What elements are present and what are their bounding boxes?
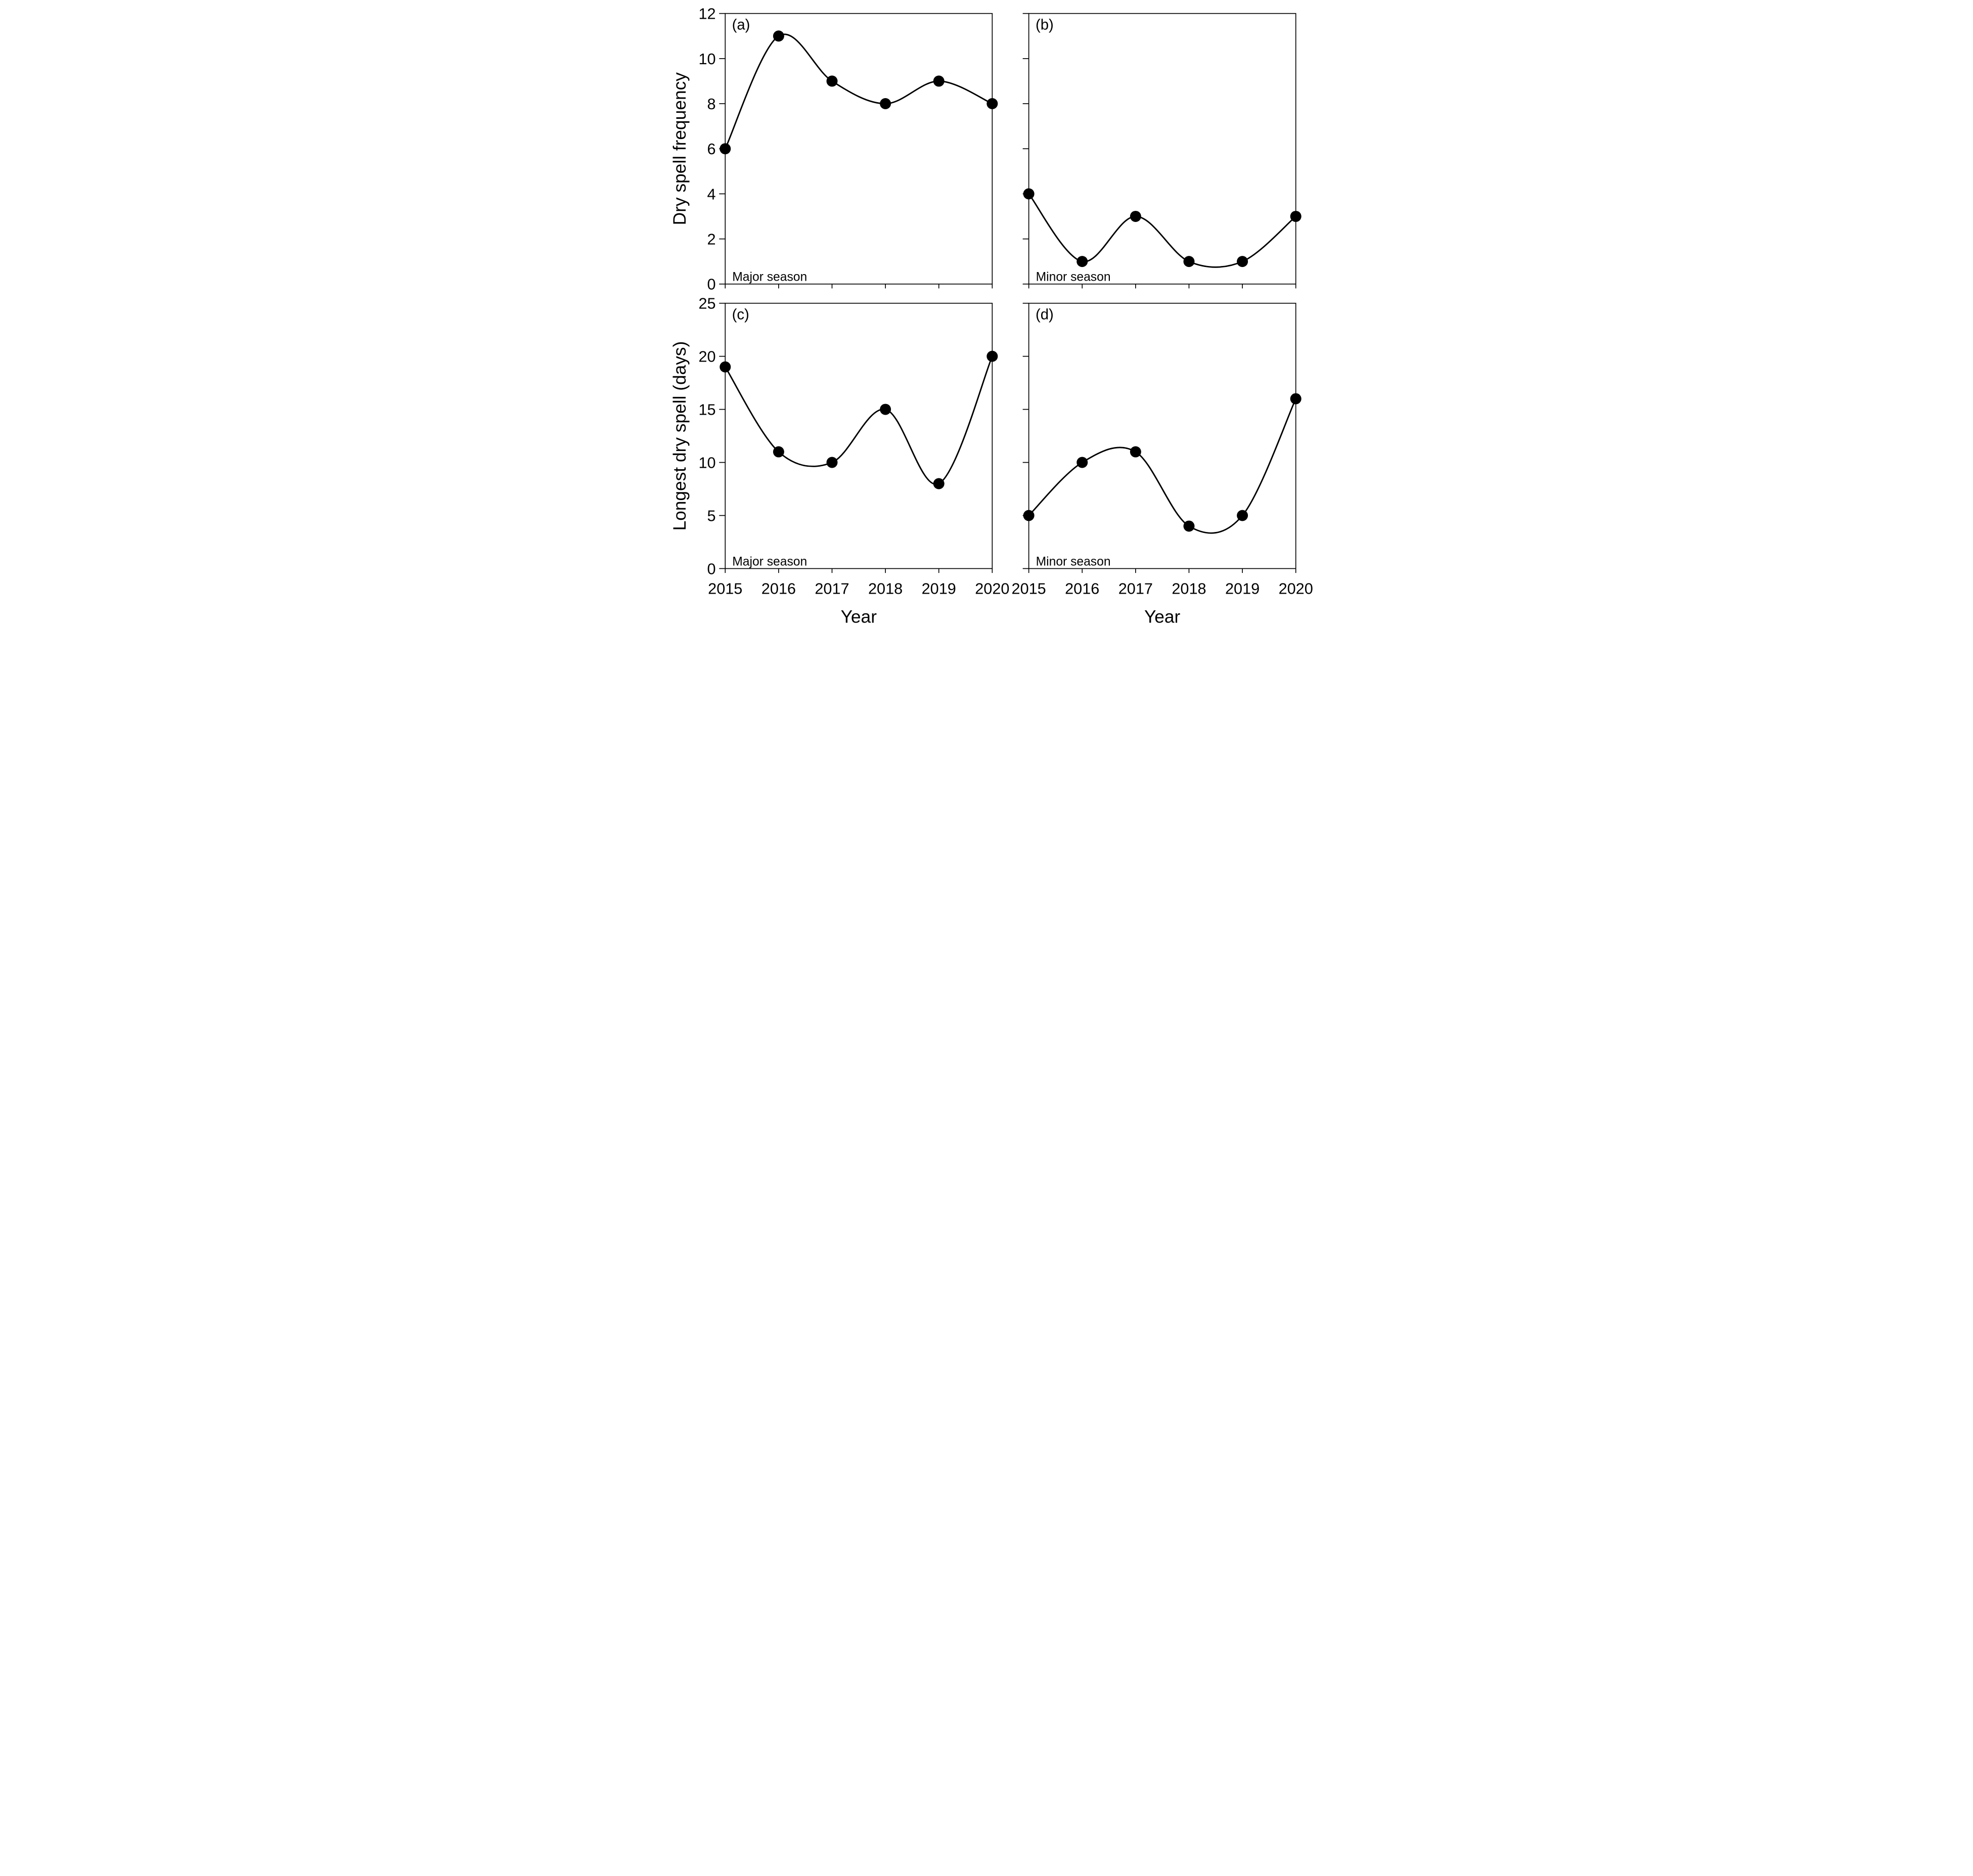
panel-c-x-axis-title: Year bbox=[841, 607, 877, 625]
panel-a-y-tick-label: 2 bbox=[707, 231, 716, 248]
panel-b-letter: (b) bbox=[1036, 16, 1054, 33]
panel-c-x-tick-label: 2019 bbox=[922, 580, 956, 597]
panel-d-x-axis-title: Year bbox=[1144, 607, 1181, 625]
panel-c-frame bbox=[725, 302, 993, 569]
panel-c-y-tick-label: 5 bbox=[707, 507, 716, 524]
panel-d-point-2015 bbox=[1023, 510, 1035, 521]
panel-a-y-tick-label: 12 bbox=[699, 6, 716, 23]
panel-a: 0 2 4 6 8 10 12 Dry spell frequency (a) Major sea… bbox=[670, 6, 998, 293]
panel-b: (b) Minor season bbox=[1022, 13, 1302, 289]
four-panel-dry-spell-figure: 0 2 4 6 8 10 12 Dry spell frequency (a) Major sea… bbox=[658, 0, 1315, 626]
panel-c-point-2016 bbox=[773, 446, 784, 458]
panel-a-y-tick-label: 10 bbox=[699, 51, 716, 68]
panel-a-y-tick-label: 8 bbox=[707, 96, 716, 113]
panel-c-x-tick-label: 2018 bbox=[868, 580, 903, 597]
panel-d-curve bbox=[1028, 398, 1297, 534]
panel-d-season-label: Minor season bbox=[1036, 555, 1111, 568]
panel-a-point-2017 bbox=[826, 75, 838, 87]
panel-a-y-axis-title: Dry spell frequency bbox=[670, 72, 690, 225]
panel-c-point-2019 bbox=[933, 478, 945, 489]
panel-c-curve bbox=[724, 355, 993, 485]
panel-a-point-2020 bbox=[986, 98, 998, 110]
panel-b-season-label: Minor season bbox=[1036, 271, 1111, 284]
panel-d-x-tick-label: 2016 bbox=[1065, 580, 1099, 597]
panel-c-x-tick-label: 2017 bbox=[815, 580, 849, 597]
chart-root: 0 2 4 6 8 10 12 Dry spell frequency (a) Major sea… bbox=[670, 6, 1313, 625]
panel-c-y-tick-label: 25 bbox=[699, 295, 716, 312]
panel-b-curve bbox=[1028, 193, 1297, 268]
panel-a-point-2019 bbox=[933, 75, 945, 87]
panel-b-point-2015 bbox=[1023, 188, 1035, 200]
panel-d-x-tick-label: 2015 bbox=[1012, 580, 1046, 597]
panel-d-point-2018 bbox=[1183, 520, 1195, 532]
panel-c-y-axis-title: Longest dry spell (days) bbox=[670, 341, 690, 531]
panel-b-point-2018 bbox=[1183, 256, 1195, 267]
panel-d: 2015 2016 2017 2018 2019 2020 Year (d) Minor sea… bbox=[1012, 302, 1313, 625]
panel-c-x-tick-label: 2015 bbox=[708, 580, 742, 597]
panel-a-curve bbox=[724, 33, 993, 150]
panel-a-point-2018 bbox=[880, 98, 891, 110]
panel-d-frame bbox=[1028, 302, 1296, 569]
panel-b-frame bbox=[1028, 13, 1296, 285]
panel-c-x-tick-label: 2016 bbox=[761, 580, 796, 597]
panel-d-point-2016 bbox=[1077, 457, 1088, 468]
panel-c: 0 5 10 15 20 25 2015 2016 2017 2018 2019 2020 Year Lo… bbox=[670, 295, 1009, 625]
panel-a-point-2016 bbox=[773, 30, 784, 42]
panel-c-y-tick-label: 20 bbox=[699, 348, 716, 366]
panel-c-point-2020 bbox=[986, 350, 998, 362]
panel-c-point-2017 bbox=[826, 457, 838, 468]
panel-b-point-2017 bbox=[1130, 210, 1141, 222]
panel-b-point-2016 bbox=[1077, 256, 1088, 267]
panel-a-y-tick-label: 6 bbox=[707, 141, 716, 158]
panel-d-x-tick-label: 2018 bbox=[1172, 580, 1206, 597]
panel-c-point-2018 bbox=[880, 404, 891, 415]
figure-canvas: 0 2 4 6 8 10 12 Dry spell frequency (a) Major sea… bbox=[658, 0, 1315, 626]
panel-d-point-2020 bbox=[1290, 393, 1302, 405]
panel-d-letter: (d) bbox=[1036, 306, 1054, 323]
panel-d-point-2017 bbox=[1130, 446, 1141, 458]
panel-d-x-tick-label: 2017 bbox=[1118, 580, 1153, 597]
panel-a-y-tick-label: 0 bbox=[707, 276, 716, 293]
panel-d-x-tick-label: 2019 bbox=[1225, 580, 1260, 597]
panel-c-x-tick-label: 2020 bbox=[975, 580, 1009, 597]
panel-c-point-2015 bbox=[720, 361, 731, 373]
panel-d-x-tick-label: 2020 bbox=[1279, 580, 1313, 597]
panel-c-y-tick-label: 0 bbox=[707, 560, 716, 577]
panel-c-y-tick-label: 10 bbox=[699, 455, 716, 472]
panel-c-letter: (c) bbox=[732, 306, 749, 323]
panel-b-point-2019 bbox=[1237, 256, 1248, 267]
panel-a-letter: (a) bbox=[732, 16, 750, 33]
panel-a-y-tick-label: 4 bbox=[707, 186, 716, 203]
panel-b-point-2020 bbox=[1290, 210, 1302, 222]
panel-d-point-2019 bbox=[1237, 510, 1248, 521]
panel-c-season-label: Major season bbox=[732, 555, 807, 568]
panel-c-y-tick-label: 15 bbox=[699, 401, 716, 419]
panel-a-season-label: Major season bbox=[732, 271, 807, 284]
panel-a-point-2015 bbox=[720, 143, 731, 155]
